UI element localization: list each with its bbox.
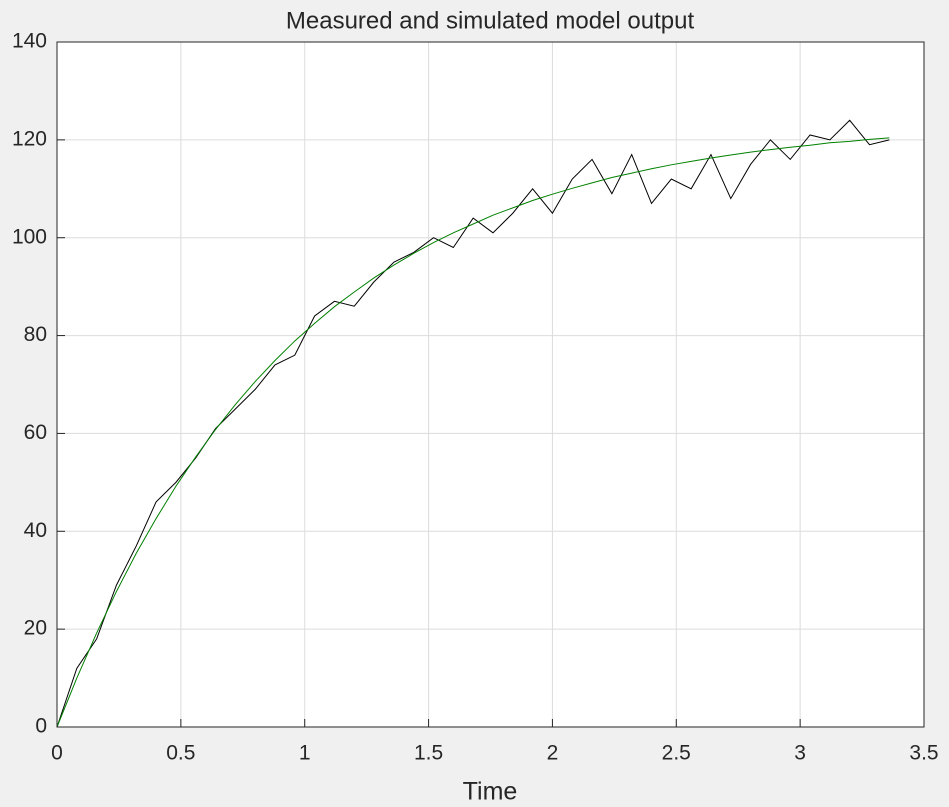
x-tick-label: 1.5	[414, 742, 443, 765]
x-tick-label: 2	[547, 742, 559, 765]
y-tick-label: 20	[24, 617, 47, 640]
y-tick-label: 60	[24, 421, 47, 444]
x-tick-label: 3.5	[909, 742, 938, 765]
chart-title: Measured and simulated model output	[286, 7, 695, 34]
y-tick-label: 80	[24, 323, 47, 346]
x-tick-label: 1	[299, 742, 311, 765]
y-tick-label: 140	[12, 30, 47, 53]
y-tick-label: 100	[12, 225, 47, 248]
x-tick-label: 2.5	[662, 742, 691, 765]
y-tick-label: 0	[35, 715, 47, 738]
series-line	[56, 137, 890, 728]
axes-box	[56, 41, 925, 728]
y-tick-label: 40	[24, 519, 47, 542]
x-tick-label: 3	[794, 742, 806, 765]
x-tick-label: 0	[51, 742, 63, 765]
x-axis-label: Time	[463, 778, 518, 806]
plot-area	[57, 42, 924, 727]
series-line	[56, 119, 890, 728]
y-tick-label: 120	[12, 127, 47, 150]
x-tick-label: 0.5	[166, 742, 195, 765]
